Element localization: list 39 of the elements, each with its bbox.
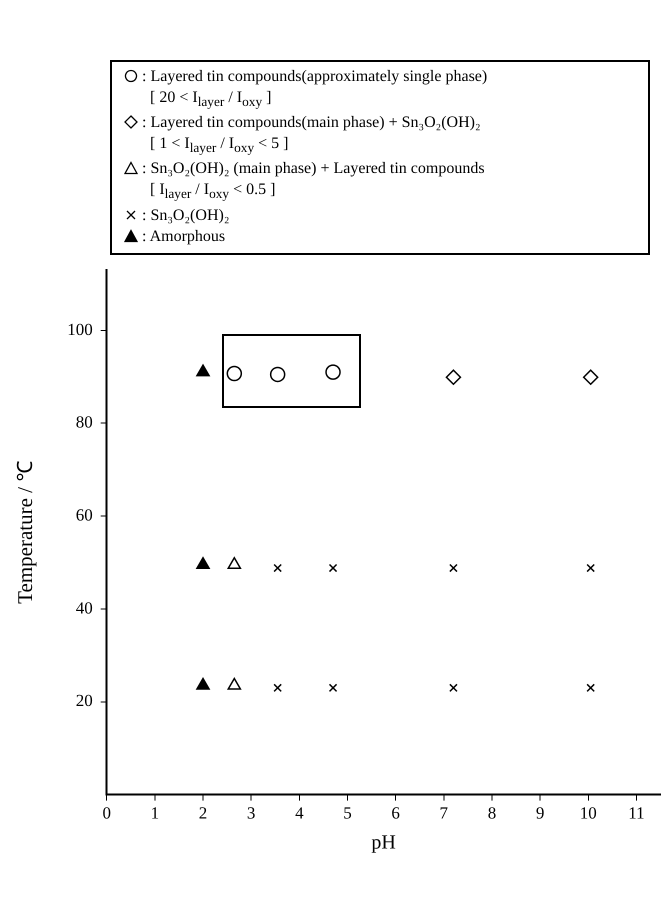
y-tick-label: 60 (76, 506, 93, 525)
y-tick-label: 20 (76, 691, 93, 710)
x-tick-label: 10 (580, 803, 597, 822)
point (586, 564, 595, 572)
x-tick-label: 0 (102, 803, 111, 822)
point (582, 369, 598, 385)
point (449, 684, 458, 692)
y-tick-label: 80 (76, 412, 93, 432)
x-tick-label: 6 (391, 803, 400, 822)
x-tick-label: 7 (440, 803, 449, 822)
point (228, 557, 242, 570)
x-tick-label: 2 (198, 803, 208, 822)
point (226, 366, 242, 382)
y-tick-label: 40 (76, 598, 93, 618)
legend-label: : Amorphous (142, 226, 226, 247)
point (328, 564, 338, 572)
x-tick-label: 5 (343, 803, 352, 822)
x-axis-title: pH (371, 831, 396, 854)
point (586, 684, 595, 692)
x-tick-label: 9 (536, 803, 544, 822)
x-tick-label: 11 (628, 803, 645, 822)
x-tick-label: 4 (295, 803, 304, 822)
legend-label: : Sn₃O₂(OH)₂ (142, 206, 230, 226)
x-tick-label: 3 (246, 803, 256, 822)
x-tick-label: 1 (150, 803, 160, 822)
point (273, 564, 282, 572)
legend-label: : Sn₃O₂(OH)₂ (main phase) + Layered tin compounds [ I$_{layer}$ / I$_{oxy}$ < 0.5 ] (142, 159, 486, 204)
legend-label: : Layered tin compounds(main phase) + Sn₃O₂(OH)₂ [ 1 < I$_{layer}$ / I$_{oxy}$ < 5 ] (142, 113, 482, 158)
point (270, 366, 286, 382)
point (446, 369, 462, 385)
point (449, 564, 458, 572)
point (325, 364, 341, 380)
point (196, 557, 210, 570)
point (273, 684, 282, 692)
y-axis-title: Temperature / ℃ (13, 460, 38, 604)
point (328, 684, 338, 692)
x-tick-label: 8 (488, 803, 496, 822)
y-tick-label: 100 (67, 320, 93, 339)
legend-label: : Layered tin compounds(approximately single phase) [ 20 < I$_{layer}$ / I$_{oxy}$ ] (142, 67, 488, 112)
